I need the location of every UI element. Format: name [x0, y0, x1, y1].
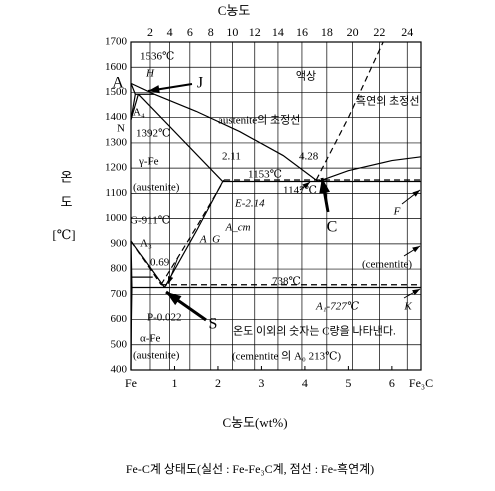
x-tick-label: 4: [302, 376, 308, 390]
top-tick-label: 22: [373, 25, 385, 39]
y-tick-label: 1700: [105, 36, 128, 48]
x-tick-label: 6: [389, 376, 395, 390]
phase-line: [160, 179, 225, 286]
phase-line: [130, 82, 155, 95]
annotation: H: [145, 68, 155, 80]
annotation: K: [403, 301, 412, 313]
y-axis-unit: [℃]: [52, 227, 75, 242]
top-tick-label: 8: [208, 25, 214, 39]
top-tick-label: 10: [226, 25, 238, 39]
caption: Fe-C계 상태도(실선 : Fe-Fe₃C계, 점선 : Fe-흑연계): [126, 462, 374, 476]
y-tick-label: 1400: [105, 111, 128, 123]
annotation: 0.69: [150, 257, 170, 269]
annotation: F: [393, 206, 401, 218]
phase-line: [317, 156, 422, 183]
x-tick-label: Fe₃C: [409, 376, 433, 390]
x-axis-label: C농도(wt%): [222, 415, 287, 430]
annotation: 액상: [296, 70, 316, 83]
annotation: A₄: [133, 107, 145, 119]
phase-line: [315, 41, 384, 181]
y-tick-label: 500: [111, 338, 128, 350]
annotation: 1392℃: [136, 128, 170, 140]
top-tick-label: 18: [321, 25, 333, 39]
arrow-head: [168, 276, 174, 284]
annotation: (austenite): [133, 182, 180, 194]
annotation: 흑연의 초정선: [356, 94, 419, 108]
phase-line: [137, 93, 224, 182]
annotation: γ-Fe: [138, 156, 159, 168]
annotation: A: [112, 75, 124, 92]
annotation: 온도 이외의 숫자는 C량을 나타낸다.: [233, 325, 396, 338]
annotation: A₃: [140, 238, 152, 250]
top-tick-label: 6: [187, 25, 193, 39]
annotation: 1153℃: [248, 169, 282, 181]
annotation: C: [327, 219, 338, 236]
top-tick-label: 24: [401, 25, 413, 39]
phase-line: [130, 287, 133, 371]
x-tick-label: 2: [215, 376, 221, 390]
annotation: 738℃: [272, 276, 301, 288]
x-tick-label: 3: [258, 376, 264, 390]
top-tick-label: 4: [167, 25, 173, 39]
y-tick-label: 1500: [105, 86, 128, 98]
y-tick-label: 1000: [105, 212, 128, 224]
annotation: α-Fe: [140, 333, 161, 345]
phase-line: [130, 240, 165, 288]
top-tick-label: 20: [347, 25, 359, 39]
annotation: A_G: [199, 234, 220, 246]
top-tick-label: 12: [249, 25, 261, 39]
arrow-head: [412, 289, 420, 296]
x-tick-label: 1: [171, 376, 177, 390]
annotation: A₁-727℃: [315, 301, 360, 313]
phase-line: [130, 240, 162, 286]
annotation: S: [209, 316, 218, 333]
y-tick-label: 400: [111, 364, 128, 376]
annotation: 1536℃: [140, 51, 174, 63]
annotation: P-0.022: [147, 312, 182, 324]
y-tick-label: 1200: [105, 162, 128, 174]
annotation: 1147℃: [283, 185, 317, 197]
y-tick-label: 700: [111, 288, 128, 300]
x-tick-label: 5: [345, 376, 351, 390]
phase-line: [130, 241, 133, 288]
y-tick-label: 1100: [105, 187, 127, 199]
annotation: 4.28: [299, 151, 319, 163]
top-axis-label: C농도: [218, 3, 251, 18]
annotation: N: [117, 123, 125, 135]
phase-line: [153, 93, 319, 183]
annotation: A_cm: [224, 222, 250, 234]
y-tick-label: 600: [111, 313, 128, 325]
phase-line: [130, 83, 136, 95]
y-axis-label: 온도: [58, 170, 73, 220]
annotation: (cementite 의 A₀ 213℃): [232, 350, 341, 363]
annotation: austenite의 초정선: [218, 114, 300, 127]
top-tick-label: 14: [272, 25, 284, 39]
arrow-head: [166, 292, 182, 306]
annotation: J: [197, 75, 203, 92]
annotation: E-2.14: [234, 198, 265, 210]
arrow-head: [148, 85, 160, 94]
top-tick-label: 2: [147, 25, 153, 39]
x-tick-label: Fe: [125, 376, 137, 390]
annotation: (austenite): [133, 350, 180, 362]
phase-line: [130, 94, 139, 120]
annotation: G-911℃: [130, 215, 170, 227]
y-tick-label: 800: [111, 263, 128, 275]
y-tick-label: 900: [111, 237, 128, 249]
top-tick-label: 16: [296, 25, 308, 39]
y-tick-label: 1600: [105, 61, 128, 73]
arrow-head: [319, 178, 331, 194]
arrow-head: [412, 190, 420, 197]
annotation: (cementite): [362, 259, 412, 271]
annotation: 2.11: [222, 151, 241, 163]
y-tick-label: 1300: [105, 136, 128, 148]
arrow-head: [302, 182, 310, 189]
arrow-head: [412, 246, 420, 253]
